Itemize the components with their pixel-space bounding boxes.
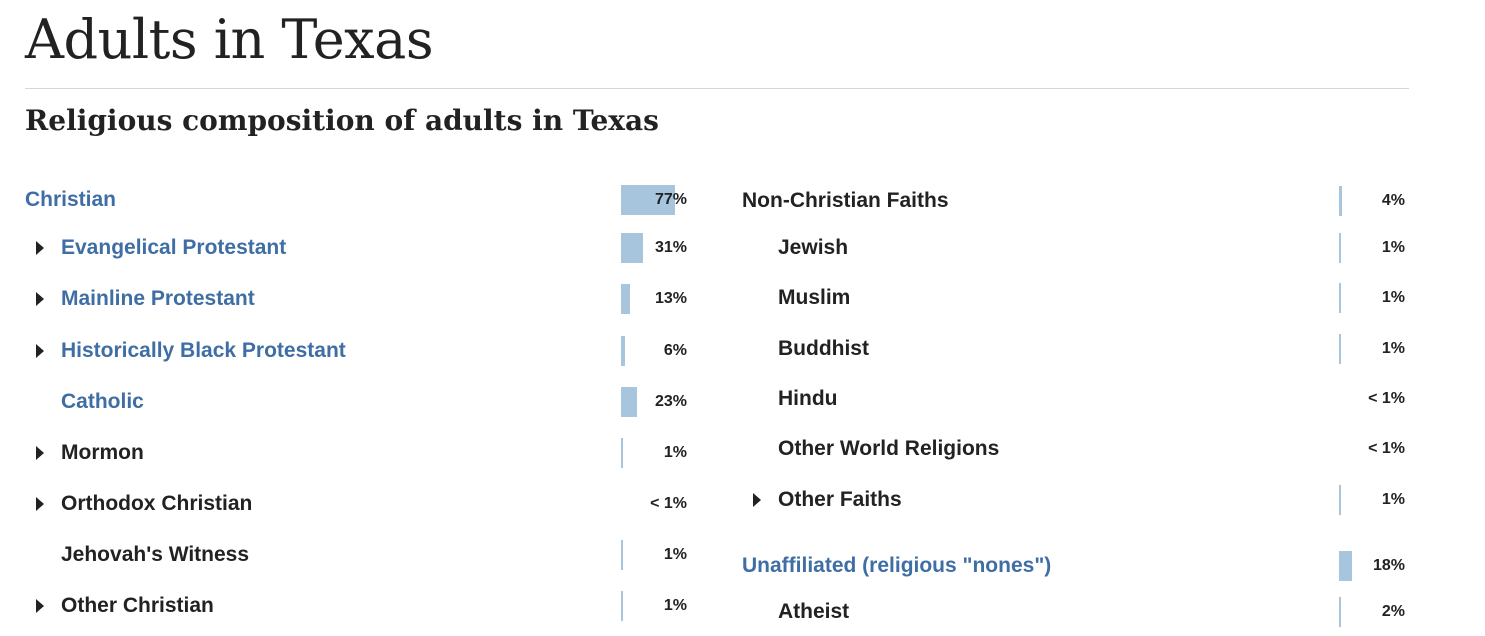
expand-arrow-icon[interactable] (36, 344, 44, 358)
percentage-bar (1339, 551, 1352, 581)
chart-subtitle: Religious composition of adults in Texas (25, 104, 659, 137)
percentage-value: 1% (1381, 239, 1405, 256)
row-buddhist: Buddhist 1% (742, 329, 1407, 369)
row-orthodox-christian[interactable]: Orthodox Christian < 1% (25, 484, 689, 524)
expand-arrow-icon[interactable] (753, 493, 761, 507)
row-other-christian[interactable]: Other Christian 1% (25, 586, 689, 626)
row-jewish: Jewish 1% (742, 228, 1407, 268)
category-label[interactable]: Unaffiliated (religious "nones") (742, 554, 1052, 577)
percentage-bar (621, 591, 623, 621)
percentage-value: 77% (654, 191, 687, 208)
expand-arrow-icon[interactable] (36, 292, 44, 306)
percentage-value: 18% (1372, 557, 1405, 574)
category-label: Non-Christian Faiths (742, 189, 949, 212)
row-evangelical-protestant[interactable]: Evangelical Protestant 31% (25, 228, 689, 268)
row-jehovah-s-witness: Jehovah's Witness 1% (25, 535, 689, 575)
percentage-value: < 1% (650, 495, 687, 512)
percentage-bar (621, 540, 623, 570)
row-other-faiths[interactable]: Other Faiths 1% (742, 480, 1407, 520)
expand-arrow-icon[interactable] (36, 599, 44, 613)
row-unaffiliated-religious-nones: Unaffiliated (religious "nones") 18% (742, 546, 1407, 586)
row-historically-black-protestant[interactable]: Historically Black Protestant 6% (25, 331, 689, 371)
percentage-bar (1339, 283, 1341, 313)
expand-arrow-icon[interactable] (36, 446, 44, 460)
page-title: Adults in Texas (25, 8, 434, 71)
percentage-value: 6% (663, 342, 687, 359)
category-label[interactable]: Other Faiths (778, 488, 902, 511)
percentage-bar (1339, 597, 1341, 627)
percentage-value: 4% (1381, 192, 1405, 209)
row-mormon[interactable]: Mormon 1% (25, 433, 689, 473)
row-atheist: Atheist 2% (742, 592, 1407, 632)
percentage-bar (1339, 334, 1341, 364)
percentage-value: 1% (1381, 491, 1405, 508)
percentage-value: 1% (663, 444, 687, 461)
category-label[interactable]: Mormon (61, 441, 144, 464)
category-label[interactable]: Christian (25, 188, 117, 211)
row-mainline-protestant[interactable]: Mainline Protestant 13% (25, 279, 689, 319)
category-label[interactable]: Catholic (61, 390, 144, 413)
expand-arrow-icon[interactable] (36, 241, 44, 255)
category-label[interactable]: Orthodox Christian (61, 492, 253, 515)
percentage-value: 1% (663, 597, 687, 614)
category-label: Jehovah's Witness (61, 543, 250, 566)
percentage-value: 1% (663, 546, 687, 563)
row-non-christian-faiths: Non-Christian Faiths 4% (742, 181, 1407, 221)
percentage-bar (621, 336, 625, 366)
category-label: Muslim (778, 286, 851, 309)
category-label[interactable]: Historically Black Protestant (61, 339, 346, 362)
row-catholic: Catholic 23% (25, 382, 689, 422)
percentage-value: < 1% (1368, 390, 1405, 407)
percentage-value: < 1% (1368, 440, 1405, 457)
row-christian: Christian 77% (25, 180, 689, 220)
category-label[interactable]: Evangelical Protestant (61, 236, 287, 259)
percentage-value: 31% (654, 239, 687, 256)
percentage-bar (621, 284, 630, 314)
category-label: Buddhist (778, 337, 869, 360)
percentage-bar (621, 438, 623, 468)
title-divider (25, 88, 1409, 89)
percentage-bar (621, 185, 675, 215)
percentage-bar (621, 233, 643, 263)
percentage-bar (1339, 485, 1341, 515)
percentage-bar (1339, 233, 1341, 263)
category-label: Hindu (778, 387, 838, 410)
percentage-value: 2% (1381, 603, 1405, 620)
percentage-value: 13% (654, 290, 687, 307)
row-muslim: Muslim 1% (742, 278, 1407, 318)
category-label[interactable]: Other Christian (61, 594, 214, 617)
percentage-value: 1% (1381, 340, 1405, 357)
expand-arrow-icon[interactable] (36, 497, 44, 511)
category-label: Other World Religions (778, 437, 1000, 460)
percentage-value: 1% (1381, 289, 1405, 306)
percentage-bar (1339, 186, 1342, 216)
row-other-world-religions: Other World Religions < 1% (742, 429, 1407, 469)
percentage-value: 23% (654, 393, 687, 410)
category-label: Atheist (778, 600, 850, 623)
category-label: Jewish (778, 236, 849, 259)
row-hindu: Hindu < 1% (742, 379, 1407, 419)
category-label[interactable]: Mainline Protestant (61, 287, 255, 310)
percentage-bar (621, 387, 637, 417)
